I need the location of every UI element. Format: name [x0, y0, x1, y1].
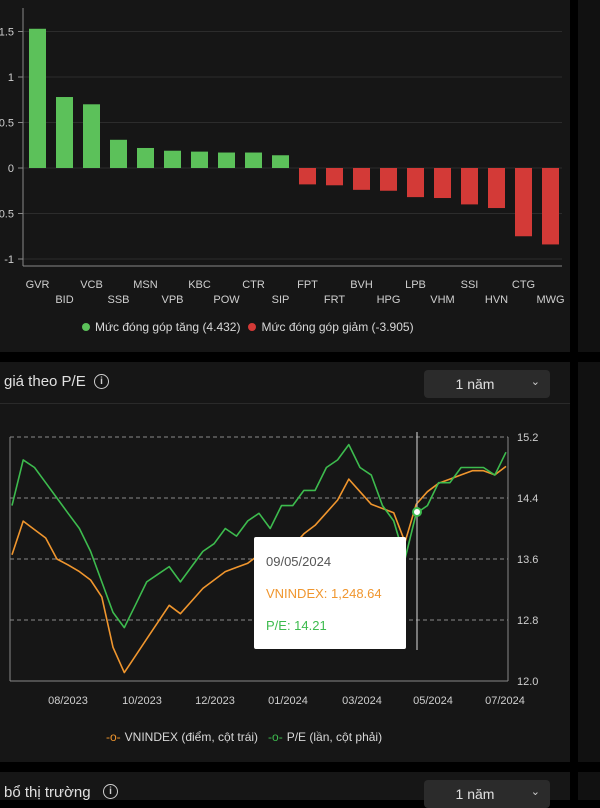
- x-tick-label: 01/2024: [268, 695, 308, 707]
- x-tick-label: FRT: [324, 294, 345, 306]
- bar: [164, 150, 181, 168]
- vnindex-pe-line-chart[interactable]: 15.2 14.4 13.6 12.8 12.0 08/2023 10/2023 12/202…: [0, 420, 570, 740]
- divider: [0, 403, 570, 404]
- x-tick-label: VHM: [430, 294, 454, 306]
- right-panel-edge: [578, 362, 600, 762]
- info-icon[interactable]: i: [94, 374, 109, 389]
- x-tick-label: HVN: [485, 294, 508, 306]
- bar: [488, 168, 505, 209]
- x-tick-label: POW: [213, 294, 240, 306]
- chevron-down-icon: ⌄: [530, 376, 540, 388]
- y-right-tick-label: 12.0: [517, 676, 538, 688]
- legend-pe-marker: -o-: [268, 730, 283, 744]
- tooltip-pe: P/E: 14.21: [266, 618, 327, 633]
- pe-line: [11, 443, 507, 629]
- x-tick-label: VCB: [80, 279, 103, 291]
- contribution-bar-chart: 1.510.50-0.5-1 GVRBIDVCBSSBMSNVPBKBCPOWC…: [0, 8, 565, 306]
- bar: [326, 168, 343, 186]
- bar: [542, 168, 559, 245]
- bar: [407, 168, 424, 198]
- bar: [56, 97, 73, 168]
- bar: [434, 168, 451, 199]
- period-dropdown-label: 1 năm: [455, 376, 495, 392]
- y-right-tick-label: 14.4: [517, 493, 538, 505]
- period-dropdown[interactable]: 1 năm ⌄: [424, 780, 550, 808]
- legend-vnindex-marker: -o-: [106, 730, 121, 744]
- bar: [191, 151, 208, 168]
- x-tick-label: CTG: [512, 279, 535, 291]
- y-tick-label: 0: [8, 163, 14, 175]
- x-tick-label: 05/2024: [413, 695, 453, 707]
- bar: [83, 104, 100, 168]
- x-tick-label: 07/2024: [485, 695, 525, 707]
- x-tick-label: MSN: [133, 279, 158, 291]
- right-panel-edge: [578, 0, 600, 352]
- legend-negative-label: Mức đóng góp giảm (-3.905): [261, 320, 414, 334]
- info-icon[interactable]: i: [103, 784, 118, 799]
- x-tick-label: SIP: [272, 294, 290, 306]
- hover-marker-pe: [412, 507, 422, 517]
- period-dropdown-label: 1 năm: [455, 786, 495, 802]
- bar: [515, 168, 532, 237]
- tooltip-date: 09/05/2024: [266, 554, 332, 569]
- legend-positive-dot: [82, 323, 90, 331]
- bar: [137, 147, 154, 168]
- bar: [29, 28, 46, 168]
- x-tick-label: BVH: [350, 279, 373, 291]
- x-tick-label: LPB: [405, 279, 426, 291]
- x-tick-label: SSI: [461, 279, 479, 291]
- y-tick-label: 1.5: [0, 27, 14, 39]
- y-right-tick-label: 13.6: [517, 554, 538, 566]
- tooltip-vnindex: VNINDEX: 1,248.64: [266, 586, 382, 601]
- bar: [380, 168, 397, 191]
- x-tick-label: GVR: [26, 279, 50, 291]
- legend-vnindex-label: VNINDEX (điểm, cột trái): [124, 730, 259, 744]
- y-tick-label: -1: [4, 254, 14, 266]
- x-tick-label: BID: [55, 294, 73, 306]
- x-tick-label: HPG: [377, 294, 401, 306]
- y-right-tick-label: 15.2: [517, 432, 538, 444]
- x-tick-label: SSB: [107, 294, 129, 306]
- bar: [353, 168, 370, 190]
- period-dropdown[interactable]: 1 năm ⌄: [424, 370, 550, 398]
- x-tick-label: VPB: [161, 294, 183, 306]
- panel-title: giá theo P/E: [4, 373, 86, 390]
- market-contribution-panel: 1.510.50-0.5-1 GVRBIDVCBSSBMSNVPBKBCPOWC…: [0, 0, 570, 352]
- x-tick-label: 08/2023: [48, 695, 88, 707]
- bar: [299, 168, 316, 185]
- bar: [272, 155, 289, 168]
- x-tick-label: FPT: [297, 279, 318, 291]
- bar: [110, 139, 127, 168]
- chevron-down-icon: ⌄: [530, 786, 540, 798]
- pe-chart-legend: -o- VNINDEX (điểm, cột trái) -o- P/E (lầ…: [106, 730, 382, 744]
- x-tick-label: CTR: [242, 279, 265, 291]
- market-breadth-panel: bổ thị trường i 1 năm ⌄: [0, 772, 570, 808]
- x-tick-label: 10/2023: [122, 695, 162, 707]
- y-right-tick-label: 12.8: [517, 615, 538, 627]
- panel-title: bổ thị trường: [4, 784, 91, 801]
- right-panel-edge: [578, 772, 600, 800]
- y-tick-label: -0.5: [0, 209, 14, 221]
- x-tick-label: 12/2023: [195, 695, 235, 707]
- y-tick-label: 0.5: [0, 118, 14, 130]
- legend-positive-label: Mức đóng góp tăng (4.432): [95, 320, 241, 334]
- x-tick-label: 03/2024: [342, 695, 382, 707]
- bar: [245, 152, 262, 168]
- contribution-legend: Mức đóng góp tăng (4.432) Mức đóng góp g…: [82, 320, 414, 334]
- hover-tooltip: 09/05/2024 VNINDEX: 1,248.64 P/E: 14.21: [254, 537, 406, 649]
- legend-negative-dot: [248, 323, 257, 331]
- x-tick-label: KBC: [188, 279, 211, 291]
- bar: [218, 152, 235, 168]
- bar: [461, 168, 478, 205]
- legend-pe-label: P/E (lần, cột phải): [286, 730, 383, 744]
- x-tick-label: MWG: [536, 294, 564, 306]
- y-tick-label: 1: [8, 72, 14, 84]
